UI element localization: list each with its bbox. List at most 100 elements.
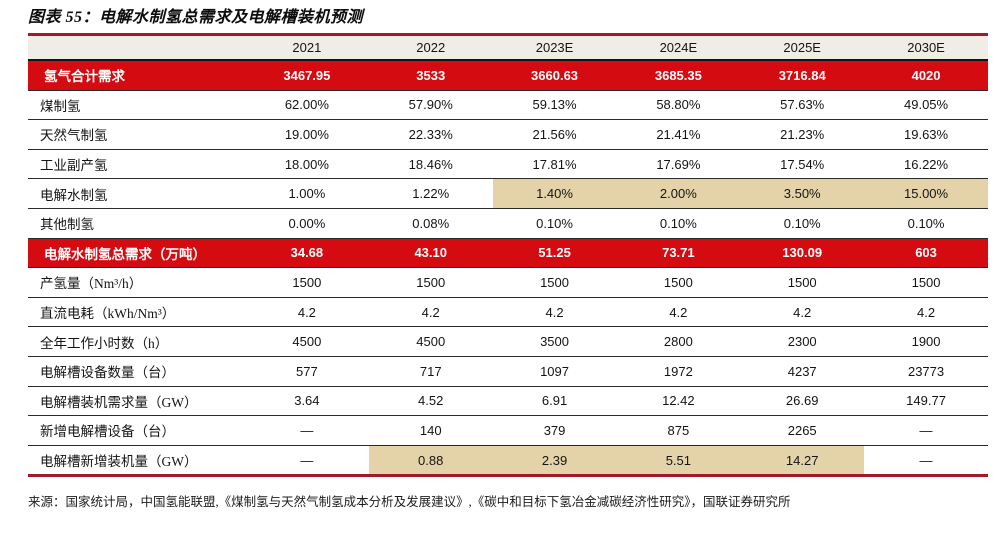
value-cell: 6.91 bbox=[492, 386, 617, 417]
value-cell: 73.71 bbox=[616, 238, 741, 269]
value-cell: 3685.35 bbox=[616, 60, 741, 91]
table-row: 电解槽设备数量（台） 577 717 1097 1972 4237 23773 bbox=[28, 356, 988, 387]
value-cell: 1500 bbox=[368, 267, 493, 298]
value-cell: 17.69% bbox=[616, 149, 741, 180]
value-cell: 4.2 bbox=[864, 297, 988, 328]
value-cell: 2800 bbox=[616, 326, 741, 357]
value-cell: 17.81% bbox=[492, 149, 617, 180]
table-row: 工业副产氢 18.00% 18.46% 17.81% 17.69% 17.54% 16.22… bbox=[28, 149, 988, 180]
value-cell: 3660.63 bbox=[492, 60, 617, 91]
value-cell: 0.10% bbox=[864, 208, 988, 239]
header-year-cell: 2022 bbox=[368, 34, 493, 61]
row-label: 电解槽装机需求量（GW） bbox=[28, 386, 245, 417]
row-label: 产氢量（Nm³/h） bbox=[28, 267, 245, 298]
header-year-cell: 2024E bbox=[616, 34, 741, 61]
value-cell: 149.77 bbox=[864, 386, 988, 417]
table-row: 天然气制氢 19.00% 22.33% 21.56% 21.41% 21.23% 19.63… bbox=[28, 119, 988, 150]
value-cell: 3716.84 bbox=[740, 60, 865, 91]
value-cell: 3467.95 bbox=[244, 60, 369, 91]
table-row: 其他制氢 0.00% 0.08% 0.10% 0.10% 0.10% 0.10% bbox=[28, 208, 988, 239]
value-cell: 4.2 bbox=[368, 297, 493, 328]
value-cell: 0.10% bbox=[740, 208, 865, 239]
forecast-table: 2021 2022 2023E 2024E 2025E 2030E 氢气合计需求… bbox=[28, 33, 988, 478]
value-cell: 1900 bbox=[864, 326, 988, 357]
value-cell: 34.68 bbox=[244, 238, 369, 269]
value-cell: 1972 bbox=[616, 356, 741, 387]
header-year-cell: 2021 bbox=[244, 34, 369, 61]
value-cell: 0.10% bbox=[616, 208, 741, 239]
value-cell: 0.00% bbox=[244, 208, 369, 239]
row-label: 煤制氢 bbox=[28, 90, 245, 121]
value-cell: 3.50% bbox=[740, 178, 865, 209]
value-cell: — bbox=[919, 452, 933, 468]
value-cell: 16.22% bbox=[864, 149, 988, 180]
row-label: 电解槽设备数量（台） bbox=[28, 356, 245, 387]
value-cell: 1097 bbox=[492, 356, 617, 387]
value-cell: 5.51 bbox=[616, 445, 741, 476]
value-cell: 875 bbox=[616, 415, 741, 446]
value-cell: 14.27 bbox=[740, 445, 865, 476]
value-cell: 57.90% bbox=[368, 90, 493, 121]
value-cell: 23773 bbox=[864, 356, 988, 387]
value-cell: 62.00% bbox=[244, 90, 369, 121]
row-label: 电解水制氢 bbox=[28, 178, 245, 209]
header-year-cell: 2023E bbox=[492, 34, 617, 61]
value-cell: 4.2 bbox=[492, 297, 617, 328]
value-cell: 140 bbox=[368, 415, 493, 446]
value-cell: 0.88 bbox=[368, 445, 493, 476]
row-label: 其他制氢 bbox=[28, 208, 245, 239]
value-cell: 4.52 bbox=[368, 386, 493, 417]
value-cell: 717 bbox=[368, 356, 493, 387]
source-note: 来源：国家统计局，中国氢能联盟,《煤制氢与天然气制氢成本分析及发展建议》,《碳中… bbox=[28, 495, 791, 509]
value-cell: 2300 bbox=[740, 326, 865, 357]
forecast-table-wrap: 2021 2022 2023E 2024E 2025E 2030E 氢气合计需求… bbox=[28, 33, 988, 478]
value-cell: 1.00% bbox=[244, 178, 369, 209]
value-cell: 1500 bbox=[616, 267, 741, 298]
value-cell: 1500 bbox=[740, 267, 865, 298]
value-cell: 379 bbox=[492, 415, 617, 446]
value-cell: — bbox=[244, 415, 369, 446]
table-row: 电解水制氢 1.00% 1.22% 1.40% 2.00% 3.50% 15.00% bbox=[28, 178, 988, 209]
table-header-row: 2021 2022 2023E 2024E 2025E 2030E bbox=[28, 34, 988, 61]
value-cell: 4020 bbox=[864, 60, 988, 91]
value-cell: 4.2 bbox=[740, 297, 865, 328]
value-cell: 3533 bbox=[368, 60, 493, 91]
value-cell: 4237 bbox=[740, 356, 865, 387]
value-cell: 0.10% bbox=[492, 208, 617, 239]
value-cell: 0.08% bbox=[368, 208, 493, 239]
value-cell: 2.00% bbox=[616, 178, 741, 209]
value-cell: 3500 bbox=[492, 326, 617, 357]
value-cell: 49.05% bbox=[864, 90, 988, 121]
value-cell: 603 bbox=[864, 238, 988, 269]
value-cell: 21.41% bbox=[616, 119, 741, 150]
value-cell: 4.2 bbox=[616, 297, 741, 328]
row-label: 工业副产氢 bbox=[28, 149, 245, 180]
value-cell: — bbox=[864, 415, 988, 446]
value-cell: 18.46% bbox=[368, 149, 493, 180]
value-cell: 59.13% bbox=[492, 90, 617, 121]
value-cell: 19.00% bbox=[244, 119, 369, 150]
summary-row: 氢气合计需求 3467.95 3533 3660.63 3685.35 3716.84 40… bbox=[28, 60, 988, 91]
value-cell: 58.80% bbox=[616, 90, 741, 121]
value-cell: 12.42 bbox=[616, 386, 741, 417]
value-cell: 4500 bbox=[244, 326, 369, 357]
summary-row: 电解水制氢总需求（万吨） 34.68 43.10 51.25 73.71 130.09 60… bbox=[28, 238, 988, 269]
value-cell: 57.63% bbox=[740, 90, 865, 121]
value-cell: 1500 bbox=[492, 267, 617, 298]
row-label: 电解槽新增装机量（GW） bbox=[40, 454, 198, 470]
value-cell: 3.64 bbox=[244, 386, 369, 417]
value-cell: 2265 bbox=[740, 415, 865, 446]
row-label: 天然气制氢 bbox=[28, 119, 245, 150]
value-cell: 21.23% bbox=[740, 119, 865, 150]
header-label-cell bbox=[28, 34, 245, 61]
value-cell: 17.54% bbox=[740, 149, 865, 180]
table-row: 电解槽新增装机量（GW） — 0.88 2.39 5.51 14.27 — bbox=[28, 445, 988, 476]
table-row: 全年工作小时数（h） 4500 4500 3500 2800 2300 1900 bbox=[28, 326, 988, 357]
value-cell: 1500 bbox=[244, 267, 369, 298]
value-cell: 1500 bbox=[864, 267, 988, 298]
value-cell: 130.09 bbox=[740, 238, 865, 269]
row-label: 全年工作小时数（h） bbox=[28, 326, 245, 357]
value-cell: 1.40% bbox=[492, 178, 617, 209]
value-cell: 26.69 bbox=[740, 386, 865, 417]
